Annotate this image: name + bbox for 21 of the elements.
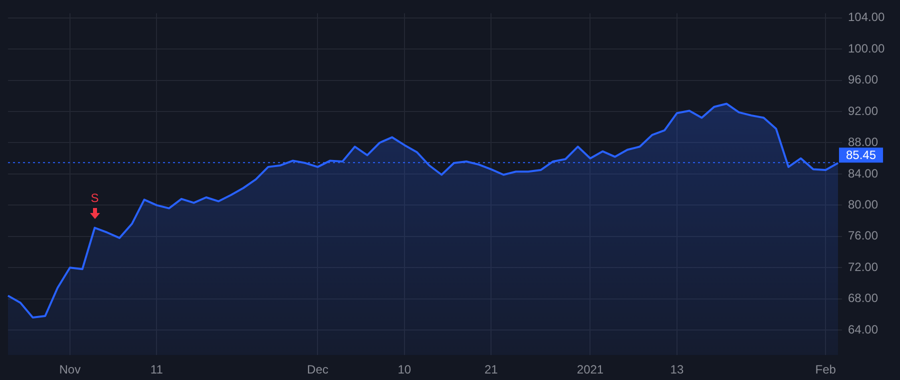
x-tick-label: 11 <box>150 362 164 377</box>
y-tick-label: 68.00 <box>848 291 878 306</box>
y-tick-label: 80.00 <box>848 197 878 212</box>
y-tick-label: 72.00 <box>848 260 878 274</box>
x-tick-label: Feb <box>815 362 836 377</box>
y-tick-label: 88.00 <box>848 135 878 150</box>
x-tick-label: Nov <box>59 362 81 377</box>
y-tick-label: 100.00 <box>848 41 886 56</box>
ref-line-label: 85.45 <box>846 148 876 162</box>
x-tick-label: 2021 <box>576 362 604 377</box>
x-tick-label: 21 <box>484 362 498 377</box>
y-tick-label: 104.00 <box>848 10 886 24</box>
y-tick-label: 76.00 <box>848 228 878 243</box>
y-tick-label: 92.00 <box>848 104 878 118</box>
y-tick-label: 64.00 <box>848 322 878 336</box>
x-tick-label: Dec <box>307 362 328 377</box>
y-tick-label: 96.00 <box>848 72 878 87</box>
x-tick-label: 10 <box>398 362 412 377</box>
annotation: S <box>90 190 100 205</box>
y-tick-label: 84.00 <box>848 166 878 180</box>
x-tick-label: 13 <box>670 362 684 377</box>
